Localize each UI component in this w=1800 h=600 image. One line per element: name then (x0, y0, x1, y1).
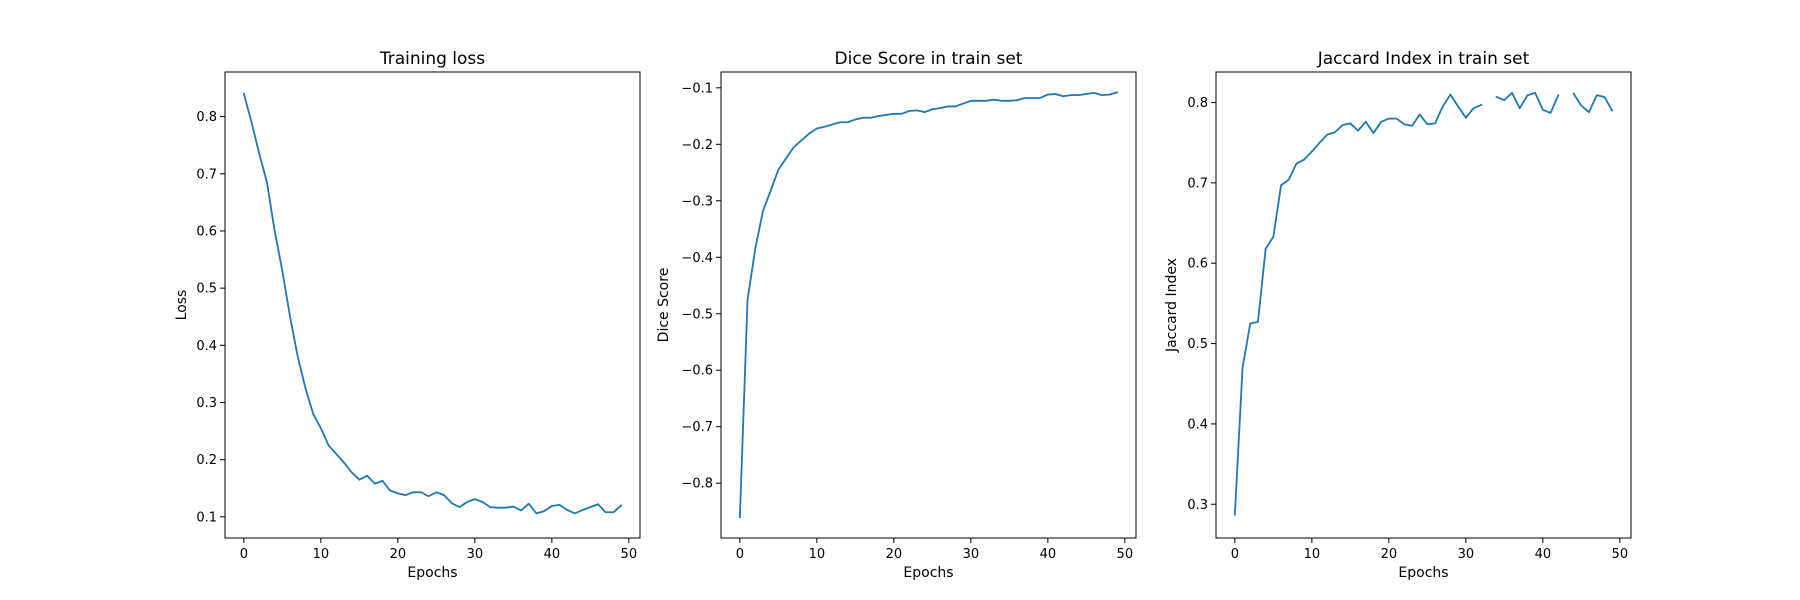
x-tick-label: 20 (1381, 547, 1398, 562)
chart-title: Jaccard Index in train set (1317, 49, 1530, 69)
y-tick-label: 0.6 (196, 224, 217, 239)
x-axis-label: Epochs (407, 565, 457, 581)
panel-dice-score: Dice Score in train set 0 10 20 30 40 50 −0.8 −… (656, 49, 1137, 581)
y-tick-label: 0.4 (196, 339, 217, 354)
x-tick-label: 10 (1304, 547, 1321, 562)
x-tick-label: 20 (390, 547, 407, 562)
y-tick-label: 0.3 (196, 396, 217, 411)
y-tick-label: 0.7 (196, 167, 217, 182)
x-tick-label: 20 (886, 547, 903, 562)
y-axis-label: Loss (174, 290, 190, 321)
x-tick-label: 0 (736, 547, 744, 562)
plot-area: 0 10 20 30 40 50 0.3 0.4 0.5 0.6 0.7 0.8 (1187, 71, 1632, 562)
y-tick-label: −0.3 (681, 194, 713, 209)
series-line (738, 91, 1119, 519)
y-tick-label: −0.6 (681, 364, 713, 379)
y-tick-label: 0.5 (196, 282, 217, 297)
x-tick-label: 30 (467, 547, 484, 562)
chart-title: Dice Score in train set (835, 49, 1023, 69)
y-tick-label: 0.3 (1187, 498, 1208, 513)
x-tick-label: 50 (1117, 547, 1134, 562)
x-tick-label: 10 (313, 547, 330, 562)
x-tick-label: 0 (240, 547, 248, 562)
x-tick-label: 30 (963, 547, 980, 562)
panel-jaccard-index: Jaccard Index in train set 0 10 20 30 40 50 0.… (1164, 49, 1632, 581)
series-line (1233, 91, 1614, 516)
y-tick-label: 0.5 (1187, 337, 1208, 352)
y-tick-label: −0.5 (681, 307, 713, 322)
plot-frame (1215, 71, 1632, 539)
chart-title: Training loss (379, 49, 485, 69)
plot-frame (224, 71, 641, 539)
y-tick-label: 0.8 (196, 110, 217, 125)
x-tick-label: 40 (1535, 547, 1552, 562)
y-axis-label: Dice Score (656, 268, 672, 343)
y-tick-label: 0.4 (1187, 417, 1208, 432)
x-tick-label: 0 (1231, 547, 1239, 562)
x-tick-label: 30 (1458, 547, 1475, 562)
plot-frame (720, 71, 1137, 539)
y-tick-label: −0.2 (681, 138, 713, 153)
y-tick-label: −0.1 (681, 81, 713, 96)
y-tick-label: 0.2 (196, 453, 217, 468)
x-axis-label: Epochs (1398, 565, 1448, 581)
y-tick-label: 0.8 (1187, 96, 1208, 111)
series-line (242, 92, 623, 515)
y-tick-label: 0.1 (196, 510, 217, 525)
y-tick-label: −0.4 (681, 251, 713, 266)
y-tick-label: −0.8 (681, 477, 713, 492)
panel-training-loss: Training loss 0 10 20 30 40 50 0.1 0.2 0.3 0.4 0.5… (174, 49, 641, 581)
x-tick-label: 50 (1612, 547, 1629, 562)
x-axis-label: Epochs (903, 565, 953, 581)
x-tick-label: 40 (1040, 547, 1057, 562)
x-tick-label: 40 (544, 547, 561, 562)
x-tick-label: 10 (809, 547, 826, 562)
plot-area: 0 10 20 30 40 50 −0.8 −0.7 −0.6 −0.5 −0.4 −0.3 −0.2 −… (681, 71, 1137, 562)
plot-area: 0 10 20 30 40 50 0.1 0.2 0.3 0.4 0.5 0.6 0.7 0.8 (196, 71, 641, 562)
y-tick-label: 0.6 (1187, 257, 1208, 272)
y-tick-label: 0.7 (1187, 176, 1208, 191)
y-tick-label: −0.7 (681, 420, 713, 435)
x-tick-label: 50 (621, 547, 638, 562)
y-axis-label: Jaccard Index (1164, 258, 1180, 353)
